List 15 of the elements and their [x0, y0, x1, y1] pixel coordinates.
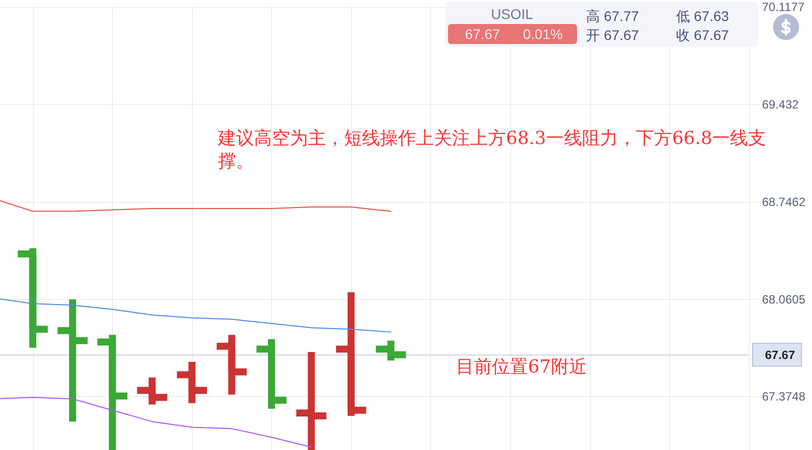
annotation: 建议高空为主，短线操作上关注上方68.3一线阻力，下方66.8一线支撑。 [217, 128, 766, 172]
annotation: 目前位置67附近 [456, 356, 587, 378]
y-tick-label: 69.432 [762, 97, 800, 112]
annotation: 67.67 [465, 26, 500, 42]
y-tick-label: 68.0605 [762, 292, 806, 306]
annotation: 0.01% [523, 26, 563, 42]
annotation: 开 67.67 [586, 27, 639, 43]
annotation: 收 67.67 [676, 27, 729, 43]
annotation: 低 67.63 [676, 8, 729, 24]
y-tick-label: 68.7462 [762, 194, 806, 209]
y-tick-label: 70.1177 [762, 0, 805, 14]
y-tick-label: 67.3748 [762, 390, 806, 404]
ref-line-label: 67.67 [765, 348, 796, 362]
annotation: 高 67.77 [586, 8, 639, 24]
chart-title: USOIL [490, 6, 534, 22]
